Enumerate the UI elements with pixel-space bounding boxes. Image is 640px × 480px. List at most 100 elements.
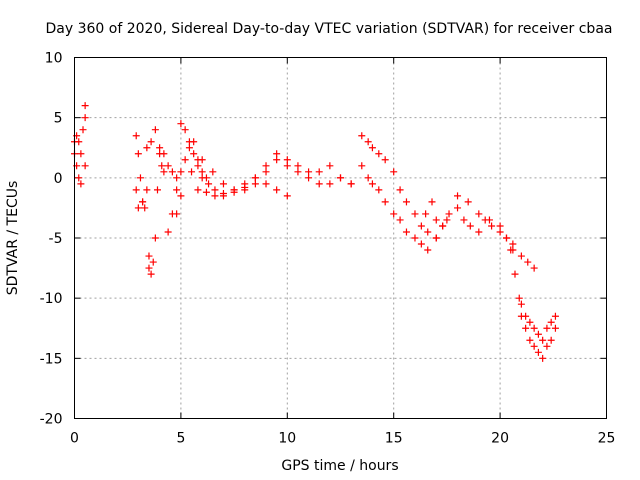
chart-title: Day 360 of 2020, Sidereal Day-to-day VTE… — [46, 21, 613, 37]
data-point — [147, 138, 155, 146]
data-point — [158, 162, 166, 170]
data-point — [262, 162, 270, 170]
data-point — [145, 252, 153, 260]
data-point — [160, 168, 168, 176]
data-point — [375, 150, 383, 158]
data-point — [173, 186, 181, 194]
data-point — [524, 258, 532, 266]
data-point — [530, 264, 538, 272]
data-point — [151, 234, 159, 242]
data-point — [522, 312, 530, 320]
data-point — [485, 216, 493, 224]
x-tick-label: 20 — [491, 431, 509, 447]
y-tick-label: -10 — [40, 291, 63, 307]
data-point — [153, 186, 161, 194]
data-point — [381, 198, 389, 206]
data-point — [198, 174, 206, 182]
data-point — [475, 228, 483, 236]
data-point — [209, 168, 217, 176]
x-tick-label: 25 — [598, 431, 616, 447]
x-axis-label: GPS time / hours — [281, 458, 398, 474]
data-point — [396, 216, 404, 224]
data-point — [294, 162, 302, 170]
data-point — [168, 168, 176, 176]
data-points — [71, 102, 559, 362]
data-point — [75, 138, 83, 146]
data-point — [402, 198, 410, 206]
data-point — [188, 168, 196, 176]
data-point — [454, 192, 462, 200]
data-point — [417, 222, 425, 230]
data-point — [509, 240, 517, 248]
data-point — [219, 189, 227, 197]
data-point — [164, 228, 172, 236]
data-point — [511, 270, 519, 278]
x-tick-label: 10 — [278, 431, 296, 447]
data-point — [77, 150, 85, 158]
data-point — [211, 186, 219, 194]
data-point — [139, 198, 147, 206]
y-tick-label: -15 — [40, 351, 63, 367]
data-point — [241, 180, 249, 188]
data-point — [305, 168, 313, 176]
y-tick-label: -20 — [40, 412, 63, 428]
data-point — [194, 186, 202, 194]
y-tick-label: 0 — [54, 171, 63, 187]
data-point — [507, 246, 515, 254]
data-point — [428, 198, 436, 206]
data-point — [160, 150, 168, 158]
data-point — [547, 336, 555, 344]
data-point — [466, 222, 474, 230]
data-point — [364, 174, 372, 182]
data-point — [198, 156, 206, 164]
data-point — [396, 186, 404, 194]
data-point — [251, 174, 259, 182]
data-point — [283, 162, 291, 170]
data-point — [445, 210, 453, 218]
data-point — [358, 162, 366, 170]
data-point — [132, 132, 140, 140]
data-point — [164, 162, 172, 170]
data-point — [460, 216, 468, 224]
data-point — [141, 204, 149, 212]
data-point — [81, 162, 89, 170]
data-point — [136, 174, 144, 182]
data-point — [198, 168, 206, 176]
data-point — [358, 132, 366, 140]
data-point — [81, 114, 89, 122]
data-point — [530, 324, 538, 332]
data-point — [81, 102, 89, 110]
data-point — [181, 126, 189, 134]
data-point — [211, 192, 219, 200]
data-point — [517, 300, 525, 308]
data-point — [177, 168, 185, 176]
data-point — [547, 318, 555, 326]
data-point — [283, 192, 291, 200]
data-point — [262, 168, 270, 176]
data-point — [526, 318, 534, 326]
data-point — [145, 264, 153, 272]
data-point — [439, 222, 447, 230]
data-point — [364, 138, 372, 146]
data-point — [534, 348, 542, 356]
y-tick-label: 10 — [45, 51, 63, 67]
data-point — [475, 210, 483, 218]
data-point — [326, 162, 334, 170]
data-point — [522, 324, 530, 332]
data-point — [539, 336, 547, 344]
data-point — [305, 174, 313, 182]
data-point — [530, 342, 538, 350]
data-point — [149, 258, 157, 266]
data-point — [205, 180, 213, 188]
data-point — [502, 234, 510, 242]
data-point — [432, 216, 440, 224]
data-point — [424, 246, 432, 254]
data-point — [77, 180, 85, 188]
data-point — [390, 210, 398, 218]
data-point — [337, 174, 344, 182]
data-point — [515, 294, 523, 302]
data-point — [190, 150, 198, 158]
tick-labels: 0 5 10 15 20 25 10 5 0 -5 -10 -15 -20 — [40, 51, 616, 447]
data-point — [551, 312, 559, 320]
